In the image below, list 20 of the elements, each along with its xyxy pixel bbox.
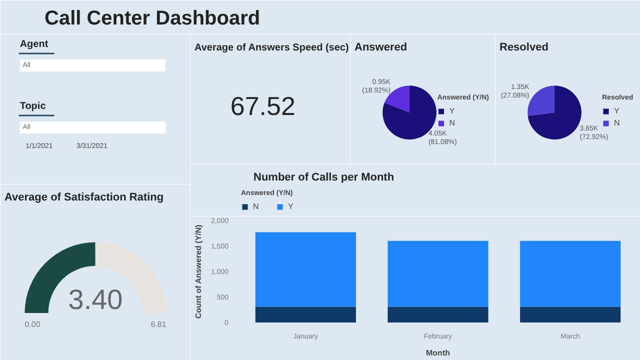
text: Agent: [20, 39, 49, 50]
text: Topic: [20, 101, 46, 112]
y-axis-title: Count of Answered (Y/N): [194, 224, 203, 319]
legend-label: Y: [449, 106, 456, 116]
legend-label: N: [449, 118, 456, 128]
text: 67.52: [230, 91, 296, 122]
text: 6.81: [150, 320, 167, 329]
x-axis-title: Month: [426, 348, 450, 358]
legend-label: N: [253, 202, 260, 211]
chart-title: Answered: [354, 42, 408, 54]
legend-label: Y: [288, 202, 294, 211]
text: Call Center Dashboard: [44, 8, 260, 30]
chart-title: Number of Calls per Month: [254, 172, 394, 184]
chart-title: Resolved: [500, 42, 548, 54]
legend-label: N: [614, 118, 621, 128]
chart-title: Average of Satisfaction Rating: [4, 192, 164, 204]
legend-label: Y: [614, 106, 620, 116]
text: Average of Answers Speed (sec): [194, 42, 349, 54]
text: 0.00: [24, 320, 41, 329]
data-label: 3.40: [68, 284, 123, 316]
